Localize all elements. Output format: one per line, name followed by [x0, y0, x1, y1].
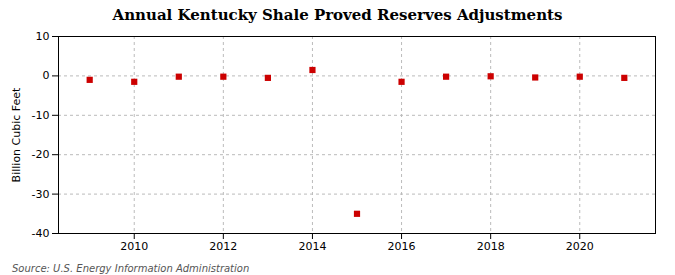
svg-text:Billion Cubic Feet: Billion Cubic Feet [10, 87, 23, 182]
svg-text:10: 10 [36, 30, 50, 43]
svg-text:2020: 2020 [566, 240, 594, 253]
svg-text:-10: -10 [32, 109, 50, 122]
svg-text:2014: 2014 [298, 240, 326, 253]
svg-text:-20: -20 [32, 148, 50, 161]
svg-text:2012: 2012 [209, 240, 237, 253]
svg-text:2018: 2018 [477, 240, 505, 253]
svg-text:0: 0 [43, 69, 50, 82]
svg-text:2016: 2016 [388, 240, 416, 253]
svg-text:-40: -40 [32, 227, 50, 240]
svg-text:-30: -30 [32, 188, 50, 201]
html-text:Annual Kentucky Shale Proved R: Annual Kentucky Shale Proved Reserves Ad… [112, 6, 563, 24]
svg-text:2010: 2010 [120, 240, 148, 253]
html-text:Source: U.S. Energy Informatio: Source: U.S. Energy Information Administ… [12, 263, 250, 274]
